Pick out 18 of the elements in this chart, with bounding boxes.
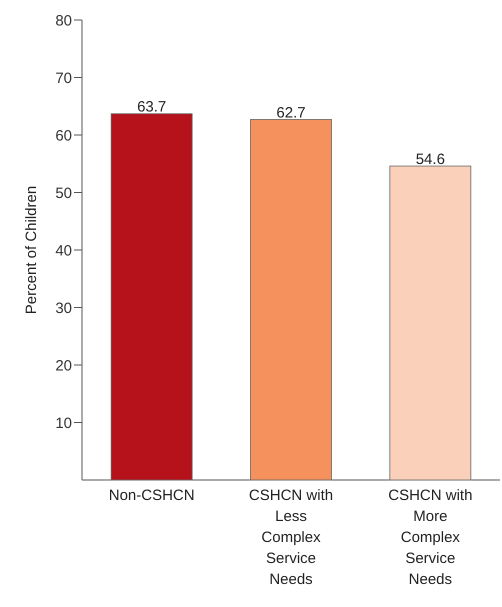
x-tick-label: Non-CSHCN — [108, 487, 195, 504]
bar — [389, 166, 472, 480]
y-tick-label: 30 — [55, 300, 72, 317]
bar — [250, 119, 332, 480]
y-tick-label: 80 — [55, 12, 72, 30]
data-label: 62.7 — [276, 104, 306, 122]
y-tick-label: 70 — [55, 70, 72, 87]
y-axis-title: Percent of Children — [23, 186, 40, 314]
data-label: 63.7 — [137, 98, 166, 116]
y-tick-label: 20 — [55, 357, 72, 374]
bar — [110, 113, 193, 480]
data-label: 54.6 — [416, 151, 445, 168]
x-tick-label: CSHCN with Less Complex Service Needs — [248, 487, 334, 588]
y-tick-label: 10 — [55, 414, 72, 432]
y-tick-label: 60 — [55, 127, 72, 144]
y-tick-label: 40 — [55, 242, 72, 260]
y-tick-label: 50 — [55, 184, 72, 202]
x-tick-label: CSHCN with More Complex Service Needs — [388, 487, 472, 588]
